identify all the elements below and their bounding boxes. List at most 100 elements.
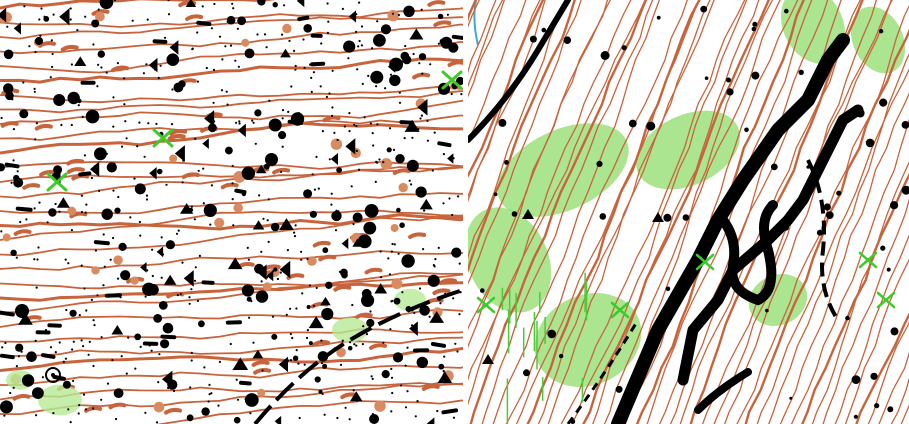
knoll-dot bbox=[380, 158, 393, 170]
stony-ground-dot bbox=[139, 234, 142, 237]
boulder-dot bbox=[865, 138, 875, 148]
stony-ground-dot bbox=[229, 44, 233, 47]
boulder-dot bbox=[870, 372, 878, 380]
boulder-dot bbox=[399, 222, 405, 228]
brown-knoll-line bbox=[447, 60, 463, 67]
brown-knoll-line bbox=[236, 262, 255, 269]
stony-ground-dot bbox=[103, 265, 106, 268]
boulder-dot bbox=[751, 26, 757, 32]
stony-ground-dot bbox=[100, 66, 103, 69]
boulder-dot bbox=[563, 36, 572, 44]
stony-ground-dot bbox=[321, 130, 324, 133]
stony-ground-dot bbox=[401, 291, 404, 294]
stony-ground-dot bbox=[10, 181, 13, 184]
stony-ground-dot bbox=[144, 295, 147, 298]
stony-ground-dot bbox=[133, 177, 136, 180]
boulder-dot bbox=[347, 345, 353, 351]
boulder-dot bbox=[101, 208, 113, 220]
stony-ground-dot bbox=[315, 286, 318, 289]
stony-ground-dot bbox=[355, 30, 358, 33]
stony-ground-dot bbox=[82, 393, 86, 396]
stony-ground-dot bbox=[391, 391, 394, 395]
stony-ground-dot bbox=[410, 183, 413, 186]
stony-ground-dot bbox=[212, 68, 216, 71]
boulder-dot bbox=[10, 249, 17, 256]
stony-ground-dot bbox=[189, 386, 192, 389]
stony-ground-dot bbox=[347, 57, 350, 60]
boulder-dot bbox=[270, 222, 280, 232]
boulder-dot bbox=[340, 268, 348, 277]
boulder-dot bbox=[325, 281, 333, 289]
contour-line bbox=[0, 99, 463, 125]
boulder-dot bbox=[208, 123, 217, 133]
map-panel-left bbox=[0, 0, 463, 424]
stony-ground-dot bbox=[194, 137, 197, 140]
contour-line bbox=[468, 0, 582, 285]
stony-ground-dot bbox=[46, 221, 49, 224]
stony-ground-dot bbox=[390, 250, 393, 253]
stony-ground-dot bbox=[382, 161, 385, 164]
stony-ground-dot bbox=[60, 123, 63, 127]
stony-ground-dot bbox=[136, 145, 139, 148]
boulder-dot bbox=[901, 185, 909, 195]
contour-line bbox=[481, 0, 654, 424]
stony-ground-dot bbox=[33, 258, 36, 261]
stony-ground-dot bbox=[28, 45, 31, 48]
boulder-cluster-triangle bbox=[348, 10, 357, 23]
special-feature-x-icon bbox=[876, 291, 896, 309]
stony-ground-dot bbox=[286, 249, 289, 252]
stony-ground-dot bbox=[350, 185, 353, 188]
boulder-dot bbox=[226, 15, 236, 25]
stony-ground-dot bbox=[375, 160, 378, 163]
boulder-dot bbox=[599, 213, 607, 220]
brown-knoll-line bbox=[108, 402, 127, 410]
stony-ground-dot bbox=[19, 220, 22, 224]
contour-line bbox=[0, 213, 463, 231]
rock-step bbox=[152, 39, 168, 44]
boulder-dot bbox=[352, 212, 363, 223]
stony-ground-dot bbox=[280, 170, 283, 173]
stony-ground-dot bbox=[41, 376, 45, 379]
boulder-dot bbox=[273, 267, 278, 272]
stony-ground-dot bbox=[142, 72, 145, 75]
stony-ground-dot bbox=[170, 123, 174, 126]
stony-ground-dot bbox=[112, 189, 115, 192]
knoll-dot bbox=[214, 217, 225, 228]
cliff-segment bbox=[468, 0, 571, 143]
brown-knoll-line bbox=[69, 211, 88, 219]
stony-ground-dot bbox=[16, 170, 19, 173]
boulder-dot bbox=[370, 70, 384, 84]
boulder-cluster-triangle bbox=[341, 238, 349, 250]
stony-ground-dot bbox=[301, 292, 304, 295]
boulder-dot bbox=[853, 414, 858, 419]
boulder-dot bbox=[134, 333, 142, 341]
stony-ground-dot bbox=[446, 13, 449, 16]
stony-ground-dot bbox=[371, 377, 374, 380]
stony-ground-dot bbox=[344, 406, 347, 409]
stony-ground-dot bbox=[295, 307, 298, 310]
stony-ground-dot bbox=[15, 365, 18, 368]
knoll-dot bbox=[387, 10, 399, 22]
contour-line bbox=[547, 0, 711, 424]
stony-ground-dot bbox=[100, 398, 103, 401]
boulder-dot bbox=[851, 375, 861, 384]
stony-ground-dot bbox=[78, 314, 81, 317]
stony-ground-dot bbox=[169, 244, 172, 247]
impassable-cliff bbox=[677, 104, 864, 386]
boulder-dot bbox=[32, 387, 44, 399]
stony-ground-dot bbox=[331, 106, 334, 109]
stony-ground-dot bbox=[297, 112, 301, 115]
knoll-dot bbox=[374, 400, 386, 412]
boulder-dot bbox=[596, 160, 603, 167]
stony-ground-dot bbox=[390, 376, 394, 379]
contour-line bbox=[526, 0, 701, 424]
stony-ground-dot bbox=[225, 90, 228, 93]
stony-ground-dot bbox=[54, 351, 57, 354]
stony-ground-dot bbox=[267, 198, 270, 201]
boulder-dot bbox=[162, 322, 174, 334]
boulder-dot bbox=[386, 147, 392, 153]
stony-ground-dot bbox=[244, 398, 247, 401]
brown-knoll-line bbox=[111, 65, 129, 73]
boulder-dot bbox=[381, 370, 390, 379]
stony-ground-dot bbox=[146, 269, 149, 272]
